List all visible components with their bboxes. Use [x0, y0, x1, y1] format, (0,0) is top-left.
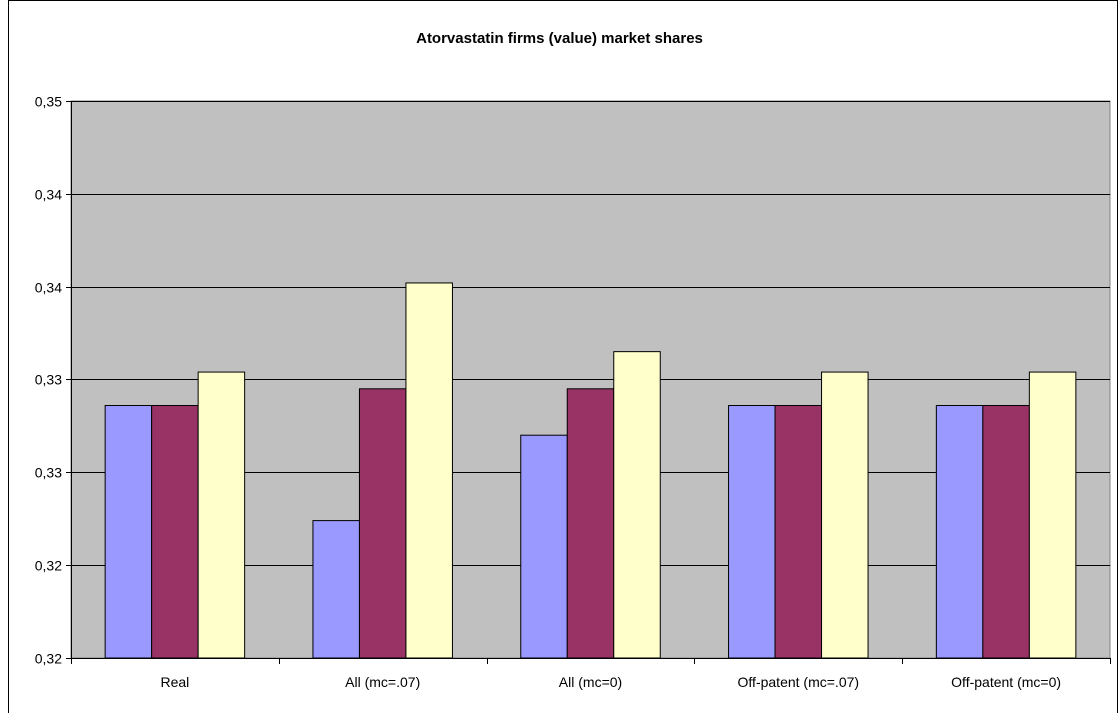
bar — [774, 404, 823, 659]
bar — [405, 282, 453, 659]
bar — [358, 388, 407, 659]
chart-frame — [8, 0, 1118, 713]
y-tick-label: 0,35 — [35, 94, 62, 110]
bar — [821, 371, 869, 659]
bar — [312, 520, 360, 659]
y-tick-label: 0,34 — [35, 187, 62, 203]
bar — [728, 404, 776, 659]
chart-title: Atorvastatin firms (value) market shares — [416, 30, 703, 47]
bar — [104, 404, 153, 659]
bar — [935, 404, 984, 659]
x-tick-label: All (mc=.07) — [345, 674, 420, 690]
tick-labels: 0,32 0,32 0,33 0,33 0,34 0,34 0,35 Real All (mc=… — [35, 94, 1061, 691]
y-tick-label: 0,33 — [35, 372, 62, 388]
x-tick-label: Off-patent (mc=.07) — [738, 674, 860, 690]
bar — [151, 404, 199, 659]
bar — [566, 388, 615, 659]
bar — [520, 434, 568, 659]
axes — [66, 101, 1111, 664]
x-tick-label: Real — [161, 674, 190, 690]
x-tick-label: Off-patent (mc=0) — [951, 674, 1061, 690]
y-tick-label: 0,34 — [35, 280, 62, 296]
y-tick-label: 0,32 — [35, 651, 62, 667]
bars — [104, 282, 1077, 659]
bar — [982, 404, 1030, 659]
bar — [613, 351, 661, 659]
y-tick-label: 0,33 — [35, 465, 62, 481]
bar — [1028, 371, 1077, 659]
x-tick-label: All (mc=0) — [559, 674, 622, 690]
bar — [197, 371, 246, 659]
y-tick-label: 0,32 — [35, 558, 62, 574]
